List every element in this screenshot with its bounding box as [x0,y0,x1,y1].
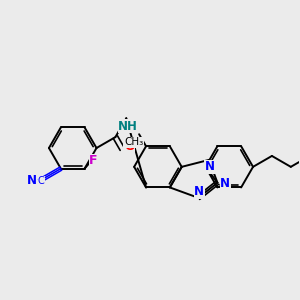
Text: N: N [194,185,204,198]
Text: NH: NH [118,120,138,133]
Text: C: C [38,176,45,187]
Text: N: N [205,160,215,173]
Text: N: N [220,177,230,190]
Text: CH₃: CH₃ [124,137,144,147]
Text: F: F [89,154,98,167]
Text: O: O [124,140,135,153]
Text: N: N [26,173,37,187]
